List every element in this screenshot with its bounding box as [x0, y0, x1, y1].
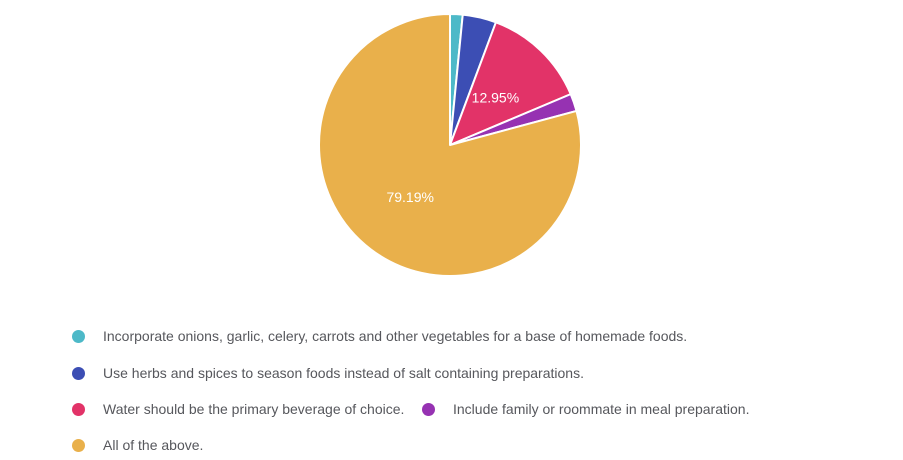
- legend-item-all-of-the-above: All of the above.: [72, 437, 203, 453]
- legend-label: Use herbs and spices to season foods ins…: [103, 365, 584, 381]
- pie-chart: 12.95% 79.19%: [318, 12, 582, 277]
- slice-value-label: 79.19%: [386, 189, 433, 205]
- legend-item-water-beverage: Water should be the primary beverage of …: [72, 401, 404, 417]
- legend-swatch-pink-icon: [72, 402, 85, 416]
- legend-label: All of the above.: [103, 437, 204, 453]
- legend-swatch-blue-icon: [72, 366, 85, 380]
- legend-swatch-purple-icon: [422, 402, 435, 416]
- legend-item-herbs-and-spices: Use herbs and spices to season foods ins…: [72, 365, 584, 381]
- slice-value-label: 12.95%: [472, 90, 519, 106]
- legend-item-incorporate-vegetables: Incorporate onions, garlic, celery, carr…: [72, 328, 687, 344]
- legend-item-include-family: Include family or roommate in meal prepa…: [422, 398, 749, 420]
- legend-label: Include family or roommate in meal prepa…: [453, 401, 750, 417]
- legend-swatch-teal-icon: [72, 329, 85, 343]
- legend-row: Use herbs and spices to season foods ins…: [72, 362, 584, 384]
- legend-label: Water should be the primary beverage of …: [103, 401, 405, 417]
- legend-swatch-yellow-icon: [72, 438, 85, 452]
- pie-slice-4[interactable]: [318, 13, 582, 277]
- legend-row: Water should be the primary beverage of …: [72, 398, 749, 420]
- legend-label: Incorporate onions, garlic, celery, carr…: [103, 328, 688, 344]
- legend-row: All of the above.: [72, 434, 203, 456]
- pie-slice-2[interactable]: [449, 21, 572, 146]
- legend-row: Incorporate onions, garlic, celery, carr…: [72, 325, 687, 347]
